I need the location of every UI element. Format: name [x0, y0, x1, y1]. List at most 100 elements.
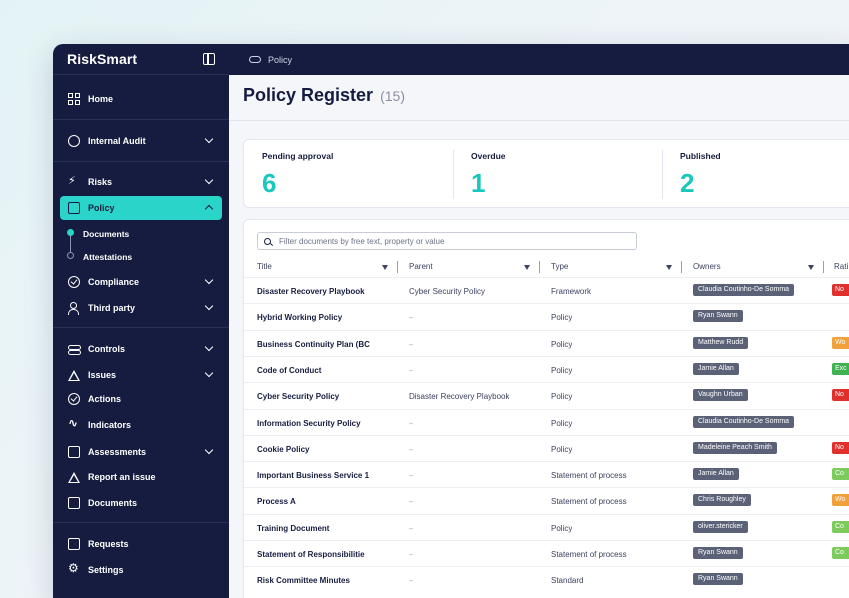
sidebar-item-issues[interactable]: Issues: [60, 363, 222, 387]
cell-parent: Cyber Security Policy: [409, 287, 486, 296]
sidebar-item-label: Policy: [88, 203, 115, 213]
sidebar-item-home[interactable]: Home: [60, 87, 222, 111]
sidebar-item-indicators[interactable]: Indicators: [60, 413, 222, 437]
warning-triangle-icon: [68, 369, 80, 381]
cell-type: Policy: [551, 523, 573, 533]
owner-chip[interactable]: Ryan Swann: [693, 547, 743, 559]
rating-badge: Wo: [832, 336, 849, 349]
cell-parent: –: [409, 576, 414, 586]
sidebar-item-settings[interactable]: Settings: [60, 558, 222, 582]
sidebar-item-controls[interactable]: Controls: [60, 337, 222, 361]
table-row[interactable]: Training Document – Policy oliver.stericker…: [244, 513, 849, 540]
stat-label: Overdue: [471, 151, 506, 161]
owner-chip[interactable]: Matthew Rudd: [693, 336, 749, 349]
sidebar-item-report-an-issue[interactable]: Report an issue: [60, 465, 222, 489]
gear-icon: [68, 561, 80, 576]
cell-parent: –: [409, 418, 414, 428]
filter-icon[interactable]: [524, 265, 530, 270]
rating-badge: Wo: [832, 494, 849, 507]
column-header-owners[interactable]: Owners: [693, 262, 721, 271]
sidebar-item-risks[interactable]: Risks: [60, 170, 222, 194]
column-header-parent[interactable]: Parent: [409, 262, 433, 271]
page-title: Policy Register (15): [243, 85, 405, 106]
table-row[interactable]: Cookie Policy – Policy Madeleine Peach Smit…: [244, 434, 849, 461]
cell-type: Policy: [551, 313, 573, 323]
sidebar-item-label: Controls: [88, 344, 125, 354]
chevron-down-icon: [204, 368, 214, 378]
owner-chip[interactable]: Ryan Swann: [693, 573, 743, 586]
sidebar-item-third-party[interactable]: Third party: [60, 296, 222, 320]
sidebar-item-label: Compliance: [88, 277, 140, 287]
column-header-type[interactable]: Type: [551, 262, 569, 271]
owner-chip[interactable]: Madeleine Peach Smith: [693, 441, 777, 454]
compliance-check-icon: [68, 276, 80, 288]
sidebar-item-requests[interactable]: Requests: [60, 532, 222, 556]
table-row[interactable]: Risk Committee Minutes – Standard Ryan Swan…: [244, 566, 849, 592]
column-header-rating[interactable]: Rati: [834, 262, 849, 271]
sidebar-item-label: Indicators: [88, 420, 132, 430]
table-row[interactable]: Hybrid Working Policy – Policy Ryan Swann: [244, 303, 849, 329]
check-circle-icon: [68, 393, 80, 405]
cell-title: Cookie Policy: [257, 444, 310, 454]
page-count: (15): [380, 88, 405, 104]
owner-chip[interactable]: oliver.stericker: [693, 520, 748, 533]
owner-chip[interactable]: Claudia Coutinho-De Somma: [693, 415, 795, 428]
column-header-title[interactable]: Title: [257, 262, 272, 271]
chevron-down-icon: [204, 134, 214, 144]
inactive-dot-icon: [67, 252, 74, 259]
owner-chip[interactable]: Chris Roughley: [693, 494, 751, 507]
cell-type: Policy: [551, 365, 573, 375]
title-divider: [229, 120, 849, 121]
sidebar-item-documents[interactable]: Documents: [60, 491, 222, 515]
stat-label: Pending approval: [262, 151, 334, 161]
sidebar-subitem-documents[interactable]: Documents: [83, 229, 130, 239]
sidebar-item-label: Home: [88, 94, 114, 104]
sidebar: RiskSmart Home Internal Audit Risks Poli…: [53, 44, 229, 598]
cell-parent: –: [409, 550, 414, 559]
sidebar-item-policy[interactable]: Policy: [60, 196, 222, 220]
sidebar-item-assessments[interactable]: Assessments: [60, 440, 222, 464]
filter-icon[interactable]: [382, 265, 388, 270]
home-grid-icon: [68, 93, 80, 105]
table-row[interactable]: Information Security Policy – Policy Claudi…: [244, 408, 849, 435]
table-row[interactable]: Important Business Service 1 – Statement o…: [244, 461, 849, 487]
table-row[interactable]: Disaster Recovery Playbook Cyber Security…: [244, 277, 849, 303]
owner-chip[interactable]: Ryan Swann: [693, 310, 743, 323]
sidebar-item-actions[interactable]: Actions: [60, 387, 222, 411]
assessment-clipboard-icon: [68, 446, 80, 458]
rating-badge: Co: [832, 520, 849, 533]
chevron-up-icon: [204, 204, 214, 214]
user-plus-icon: [68, 302, 80, 315]
sidebar-item-label: Requests: [88, 539, 129, 549]
cell-title: Disaster Recovery Playbook: [257, 287, 365, 296]
sidebar-item-label: Assessments: [88, 447, 147, 457]
sidebar-toggle-icon[interactable]: [203, 53, 215, 65]
table-row[interactable]: Process A – Statement of process Chris Roug…: [244, 487, 849, 513]
sidebar-item-label: Actions: [88, 394, 122, 404]
stat-value: 1: [471, 168, 486, 198]
search-placeholder: Filter documents by free text, property …: [279, 236, 445, 246]
filter-icon[interactable]: [666, 265, 672, 270]
owner-chip[interactable]: Jamie Allan: [693, 362, 739, 375]
sidebar-item-internal-audit[interactable]: Internal Audit: [60, 129, 222, 153]
breadcrumb[interactable]: Policy: [268, 54, 293, 65]
table-row[interactable]: Code of Conduct – Policy Jamie Allan Exc: [244, 355, 849, 382]
search-input[interactable]: Filter documents by free text, property …: [257, 232, 637, 250]
chevron-down-icon: [204, 445, 214, 455]
main-content: Policy Register (15) Pending approval 6 …: [229, 75, 849, 598]
sidebar-item-label: Documents: [88, 498, 138, 508]
table-row[interactable]: Business Continuity Plan (BC – Policy Matth…: [244, 329, 849, 356]
filter-icon[interactable]: [808, 265, 814, 270]
table-row[interactable]: Statement of Responsibilitie – Statement o…: [244, 540, 849, 566]
cell-title: Business Continuity Plan (BC: [257, 339, 370, 349]
cell-type: Framework: [551, 287, 592, 296]
rating-badge: No: [832, 284, 849, 296]
owner-chip[interactable]: Claudia Coutinho-De Somma: [693, 284, 795, 296]
sidebar-subitem-attestations[interactable]: Attestations: [83, 252, 133, 262]
sidebar-item-label: Settings: [88, 565, 124, 575]
owner-chip[interactable]: Vaughn Urban: [693, 389, 748, 402]
owner-chip[interactable]: Jamie Allan: [693, 468, 739, 481]
sidebar-item-compliance[interactable]: Compliance: [60, 270, 222, 294]
cell-type: Statement of process: [551, 550, 627, 559]
table-row[interactable]: Cyber Security Policy Disaster Recovery P…: [244, 382, 849, 408]
